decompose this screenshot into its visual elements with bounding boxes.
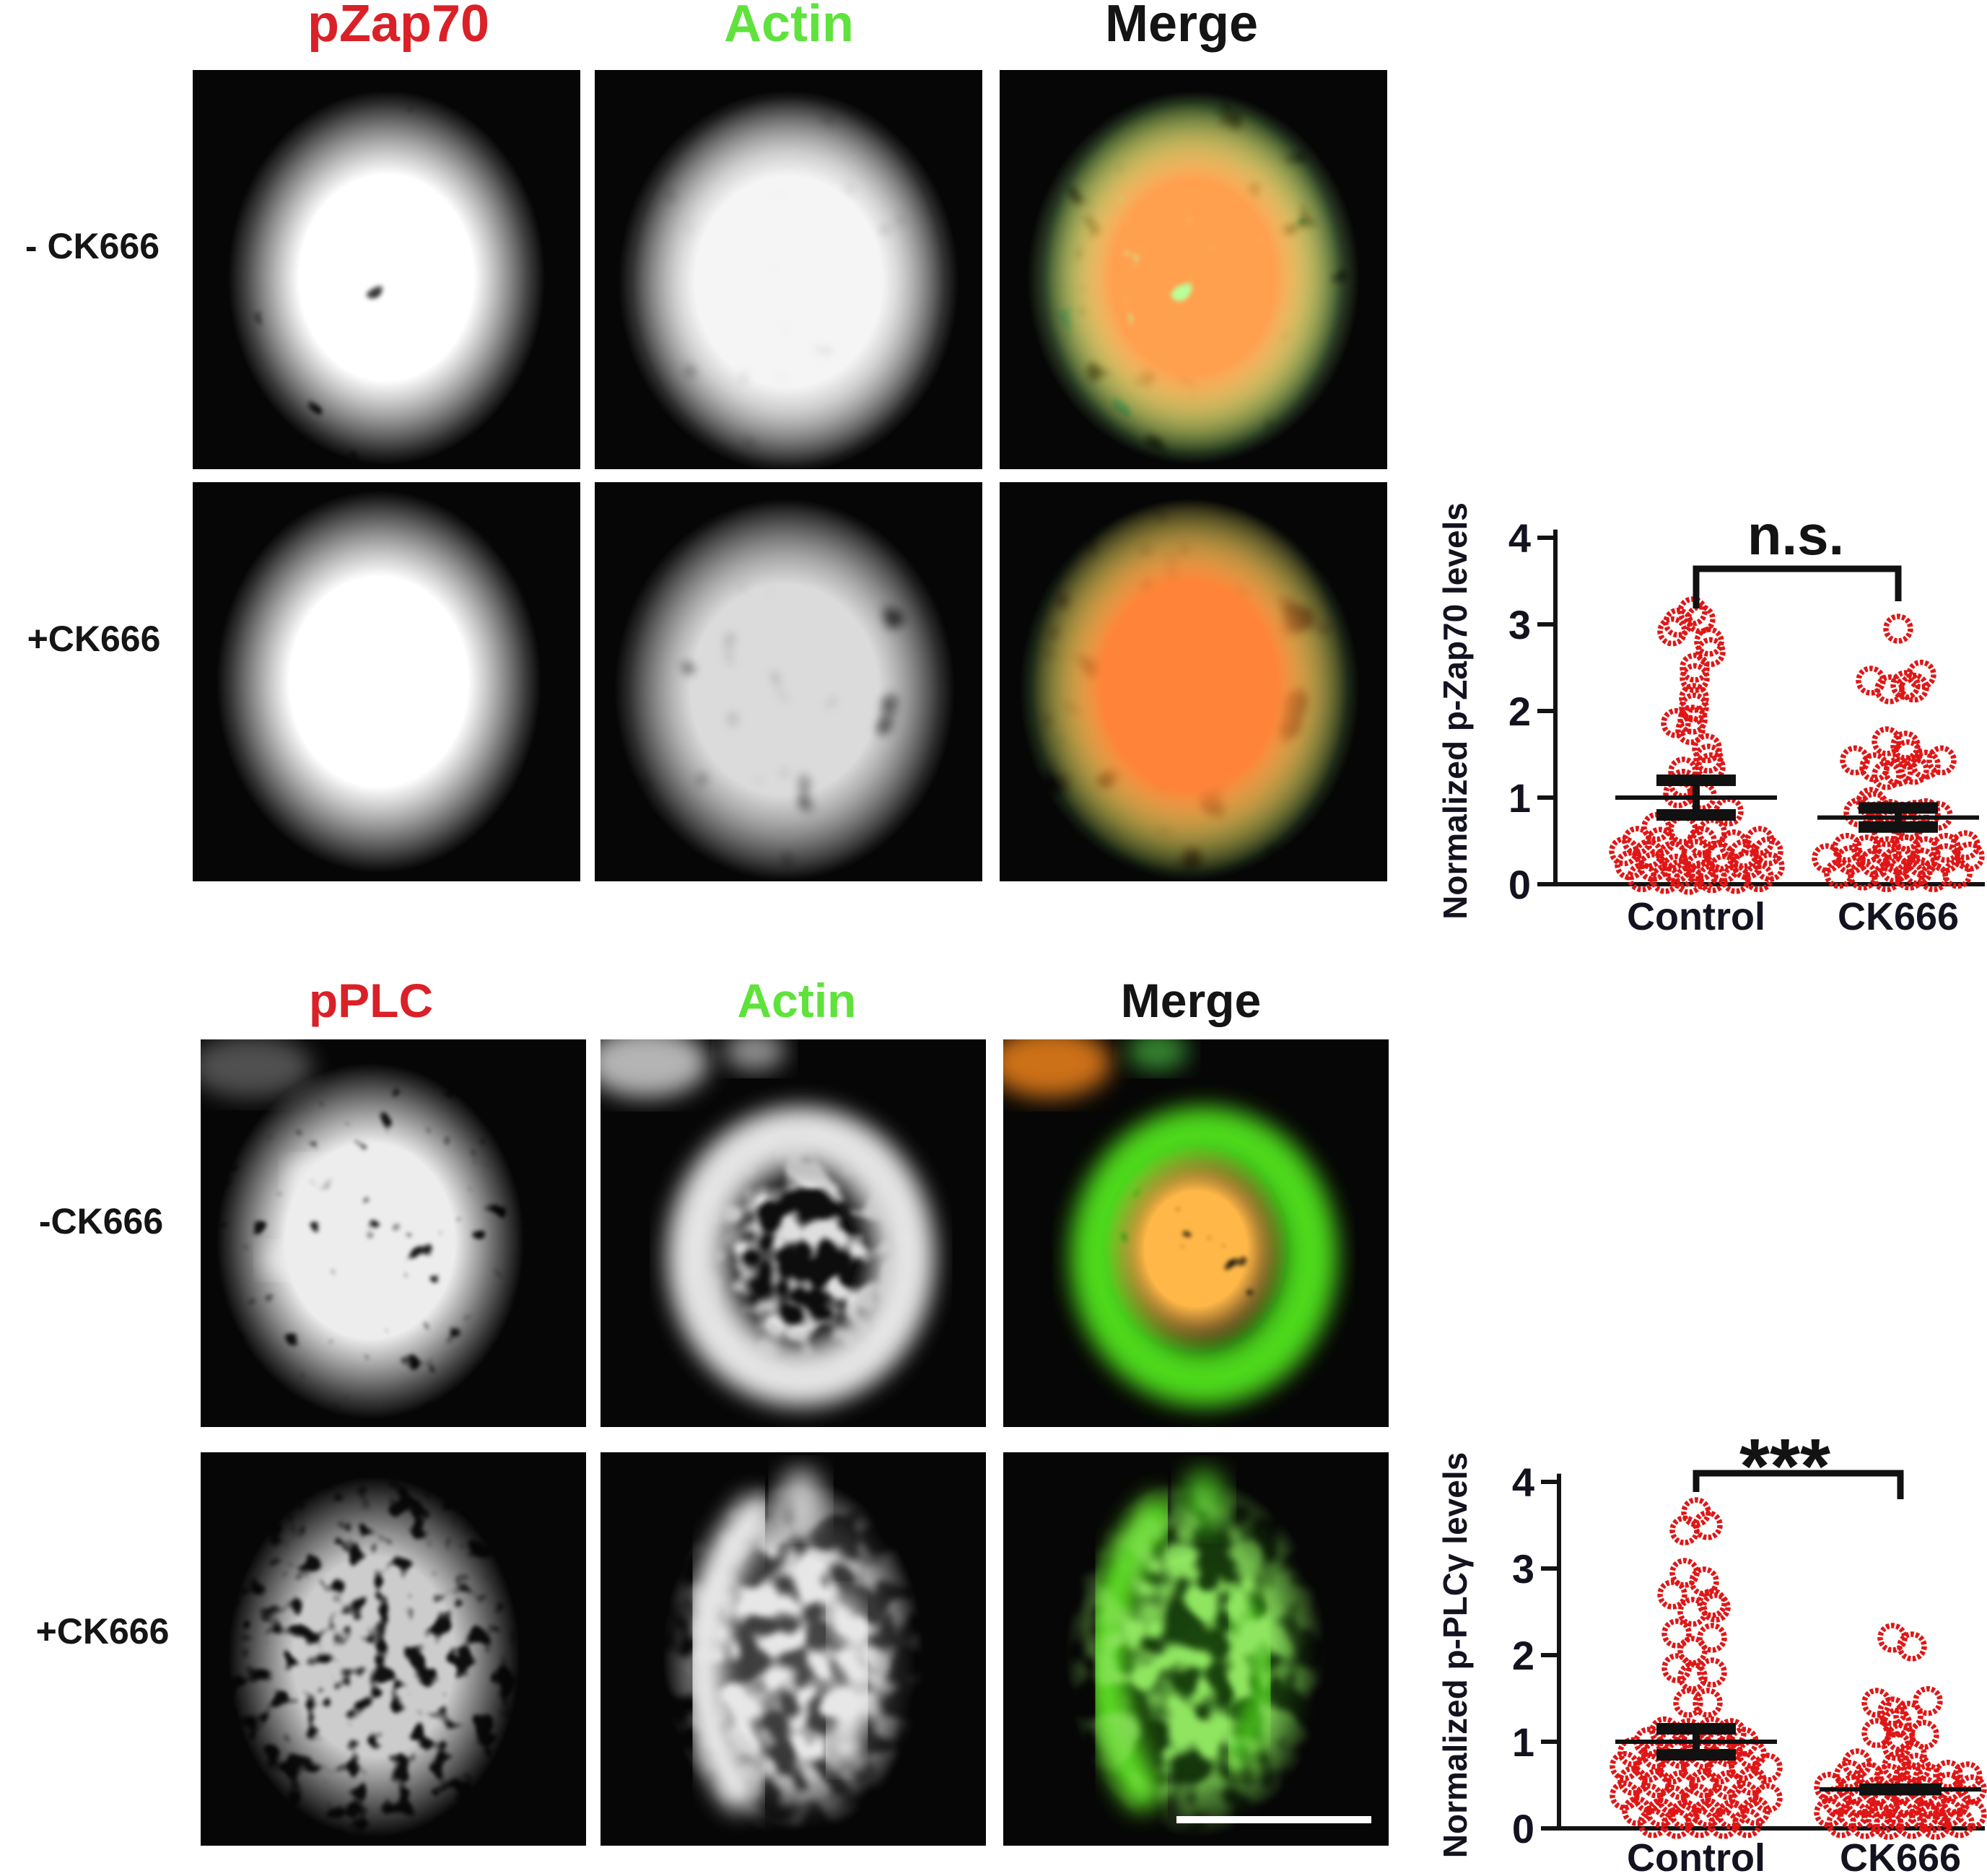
svg-text:1: 1 <box>1508 775 1531 821</box>
micrograph-actin-plus-ck666-1 <box>595 482 982 881</box>
svg-text:CK666: CK666 <box>1840 1836 1961 1876</box>
svg-text:0: 0 <box>1512 1806 1534 1851</box>
svg-text:2: 2 <box>1512 1633 1534 1678</box>
micrograph-merge-minus-ck666-1 <box>1000 70 1387 469</box>
column-header-actin-2: Actin <box>737 974 857 1027</box>
svg-text:2: 2 <box>1508 689 1531 734</box>
micrograph-actin-plus-ck666-2 <box>601 1452 986 1846</box>
row-label-minus-ck666-2: -CK666 <box>38 1201 164 1242</box>
scatter-plot-pzap70: 0 1 2 3 4 Normalized p-Zap70 levels Control CK6… <box>1436 502 1985 938</box>
column-header-actin-1: Actin <box>724 0 854 53</box>
scale-bar <box>1176 1816 1371 1823</box>
micrograph-pplc-minus-ck666 <box>201 1039 586 1427</box>
micrograph-merge-minus-ck666-2 <box>1003 1039 1389 1427</box>
svg-text:CK666: CK666 <box>1838 895 1959 938</box>
row-label-plus-ck666-1: +CK666 <box>27 619 161 659</box>
svg-text:3: 3 <box>1508 602 1531 647</box>
svg-text:0: 0 <box>1508 862 1531 907</box>
micrograph-pplc-plus-ck666 <box>201 1452 586 1846</box>
column-header-pplc: pPLC <box>308 974 434 1027</box>
micrograph-actin-minus-ck666-1 <box>595 70 982 469</box>
svg-text:***: *** <box>1739 1422 1830 1509</box>
scatter-plot-pplc: 0 1 2 3 4 Normalized p-PLCγ levels Control CK66… <box>1436 1422 1987 1876</box>
micrograph-merge-plus-ck666-1 <box>1000 482 1387 881</box>
svg-text:1: 1 <box>1512 1719 1534 1765</box>
micrograph-actin-minus-ck666-2 <box>601 1039 986 1427</box>
svg-text:Control: Control <box>1627 1836 1765 1876</box>
svg-text:4: 4 <box>1508 515 1531 561</box>
column-header-pzap70: pZap70 <box>307 0 490 53</box>
micrograph-pzap70-plus-ck666 <box>193 482 580 881</box>
row-label-plus-ck666-2: +CK666 <box>35 1611 170 1652</box>
svg-text:n.s.: n.s. <box>1747 503 1844 567</box>
column-header-merge-1: Merge <box>1104 0 1259 53</box>
svg-text:Normalized p-PLCγ levels: Normalized p-PLCγ levels <box>1436 1452 1474 1858</box>
svg-text:4: 4 <box>1512 1460 1534 1505</box>
svg-text:3: 3 <box>1512 1546 1534 1592</box>
svg-text:Normalized p-Zap70 levels: Normalized p-Zap70 levels <box>1436 502 1474 920</box>
svg-text:Control: Control <box>1627 895 1765 938</box>
row-label-minus-ck666-1: - CK666 <box>25 226 160 266</box>
column-header-merge-2: Merge <box>1120 974 1262 1027</box>
micrograph-pzap70-minus-ck666 <box>193 70 580 469</box>
micrograph-merge-plus-ck666-2 <box>1003 1452 1389 1846</box>
